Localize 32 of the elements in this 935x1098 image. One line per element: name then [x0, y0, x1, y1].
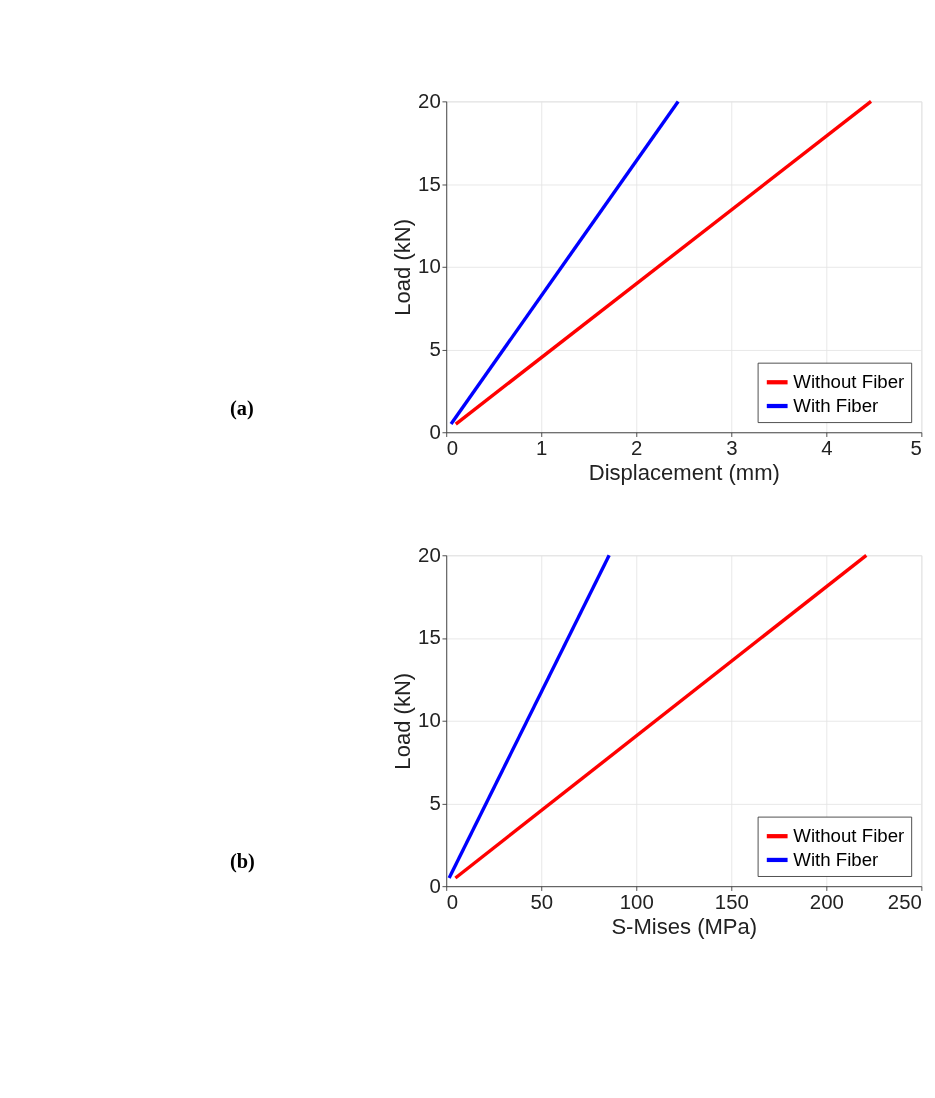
- y-tick-label: 20: [418, 543, 441, 566]
- x-tick-label: 200: [809, 890, 844, 913]
- x-tick-label: 5: [910, 436, 922, 459]
- y-tick-label: 15: [418, 626, 441, 649]
- y-axis-title: Load (kN): [390, 218, 416, 316]
- legend-label: Without Fiber: [793, 371, 905, 393]
- x-tick-label: 1: [536, 436, 548, 459]
- x-tick-label: 0: [446, 890, 459, 913]
- legend-label: Without Fiber: [793, 825, 905, 847]
- y-tick-label: 20: [418, 89, 441, 112]
- y-tick-label: 10: [418, 255, 441, 278]
- y-tick-label: 5: [429, 791, 441, 814]
- x-tick-label: 100: [619, 890, 654, 913]
- legend-label: With Fiber: [793, 848, 879, 870]
- y-tick-label: 0: [429, 874, 441, 897]
- x-tick-label: 50: [530, 890, 554, 913]
- x-tick-label: 150: [714, 890, 749, 913]
- y-tick-label: 15: [418, 172, 441, 195]
- x-tick-label: 2: [631, 436, 643, 459]
- y-axis-title: Load (kN): [390, 672, 416, 770]
- x-axis-title: S-Mises (MPa): [611, 914, 758, 940]
- x-axis-title: Displacement (mm): [588, 460, 780, 486]
- x-tick-label: 250: [887, 890, 922, 913]
- text: (a): [229, 396, 254, 420]
- x-tick-label: 3: [726, 436, 738, 459]
- y-tick-label: 10: [418, 709, 441, 732]
- y-tick-label: 0: [429, 420, 441, 443]
- text: (b): [229, 850, 255, 874]
- x-tick-label: 4: [821, 436, 833, 459]
- x-tick-label: 0: [446, 436, 459, 459]
- legend-label: With Fiber: [793, 394, 879, 416]
- y-tick-label: 5: [429, 337, 441, 360]
